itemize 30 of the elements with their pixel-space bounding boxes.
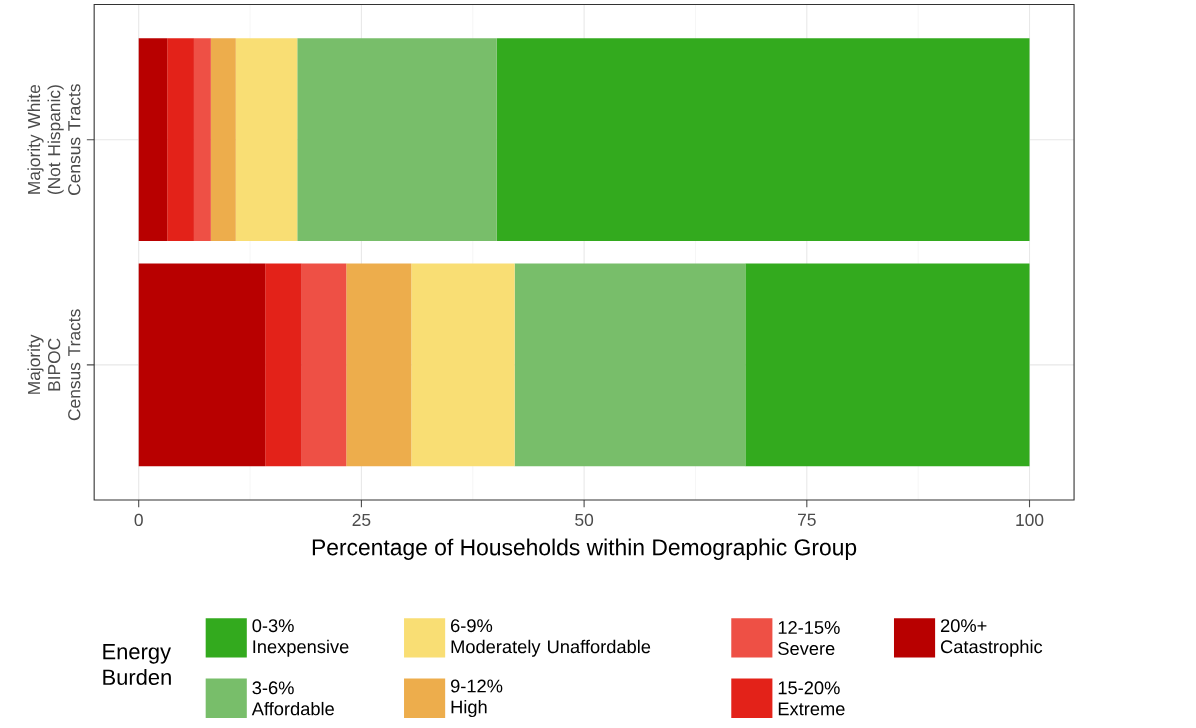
bar xyxy=(514,263,746,467)
legend-label: 6-9% Moderately Unaffordable xyxy=(451,619,651,657)
bar xyxy=(235,38,298,242)
legend-label: 3-6% Affordable xyxy=(251,681,334,716)
bar xyxy=(411,263,515,467)
legend-title: Energy Burden xyxy=(103,644,171,686)
x-tick-label: 50 xyxy=(575,513,594,527)
bar xyxy=(297,38,497,242)
x-tick-label: 0 xyxy=(134,513,143,527)
bar xyxy=(745,263,1030,467)
y-tick-label: Majority White (Not Hispanic) Census Tracts xyxy=(27,84,81,196)
bar xyxy=(301,263,347,467)
bar xyxy=(346,263,412,467)
x-tick-label: 25 xyxy=(352,513,371,527)
legend-label: 12-15% Severe xyxy=(778,621,840,656)
bar xyxy=(138,263,266,467)
legend-label: 15-20% Extreme xyxy=(778,681,845,716)
x-tick-label: 100 xyxy=(1016,513,1044,527)
y-tick-label: Majority BIPOC Census Tracts xyxy=(27,309,81,421)
bar xyxy=(265,263,302,467)
bar xyxy=(138,38,168,242)
legend-label: 20%+ Catastrophic xyxy=(940,619,1043,657)
legend-label: 9-12% High xyxy=(450,679,503,718)
bar xyxy=(496,38,1030,242)
x-tick-label: 75 xyxy=(798,513,816,527)
x-axis-title: Percentage of Households within Demographic Group xyxy=(312,538,857,561)
bar xyxy=(193,38,211,242)
bar xyxy=(167,38,194,242)
legend-label: 0-3% Inexpensive xyxy=(252,619,349,657)
bar xyxy=(210,38,236,242)
